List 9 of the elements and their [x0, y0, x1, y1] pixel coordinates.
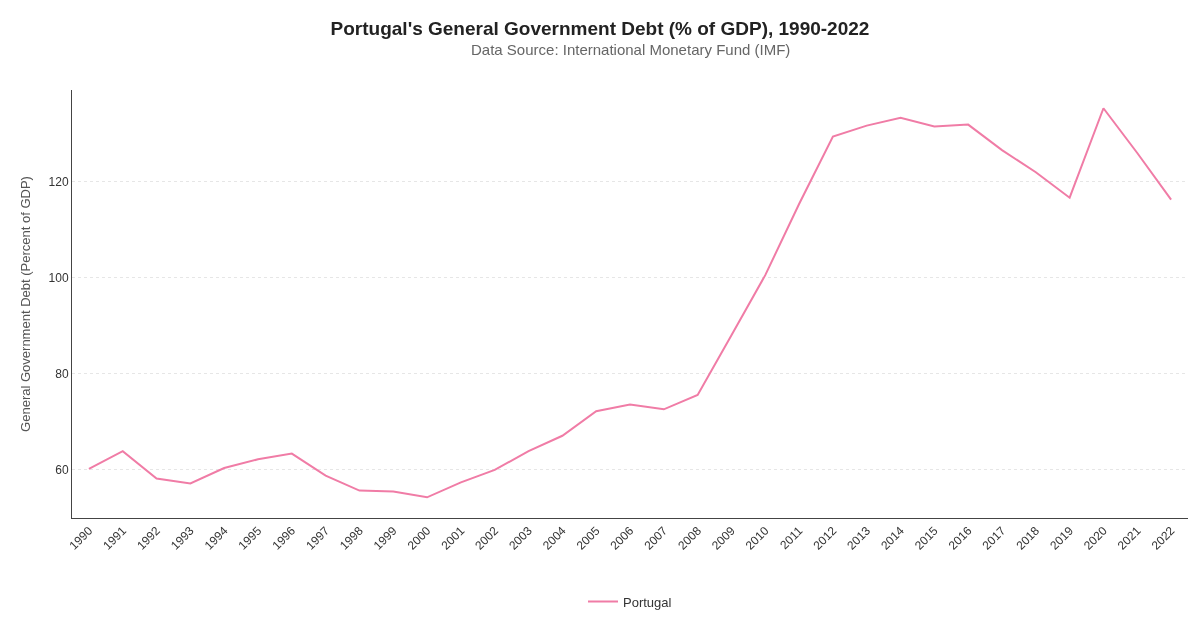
y-axis-title: General Government Debt (Percent of GDP) [17, 176, 33, 432]
chart-title: Portugal's General Government Debt (% of GDP), 1990-2022 [330, 18, 870, 40]
y-tick-label: 120 [48, 174, 69, 189]
y-tick-label: 80 [55, 366, 69, 381]
line-series [87, 107, 1173, 499]
legend-label: Portugal [623, 594, 672, 610]
y-tick-label: 60 [55, 463, 69, 478]
y-tick-label: 100 [48, 270, 69, 285]
chart-subtitle: Data Source: International Monetary Fund (IMF) [471, 41, 791, 58]
